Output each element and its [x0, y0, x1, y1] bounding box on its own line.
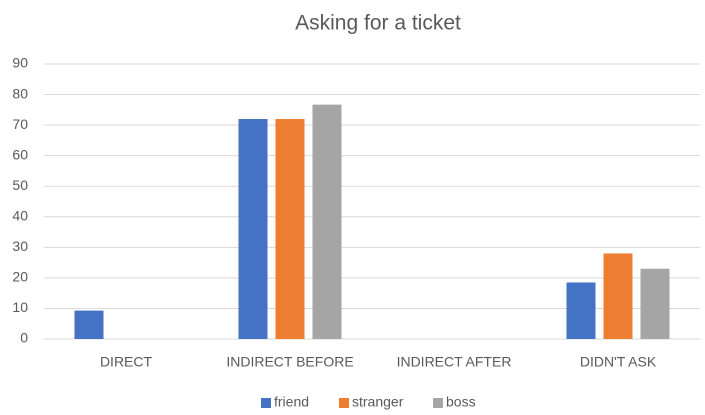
y-tick-label: 80	[12, 85, 28, 101]
y-tick-label: 60	[12, 146, 28, 162]
bar	[74, 310, 104, 339]
y-tick-label: 20	[12, 269, 28, 285]
bar	[312, 104, 342, 339]
y-tick-label: 90	[12, 55, 28, 71]
bar	[566, 282, 596, 339]
legend-label: friend	[274, 394, 309, 410]
legend-swatch	[339, 398, 349, 408]
y-tick-label: 10	[12, 299, 28, 315]
chart-title: Asking for a ticket	[295, 12, 461, 35]
legend-label: boss	[446, 394, 476, 410]
x-tick-label: DIRECT	[100, 354, 153, 370]
bar	[603, 253, 633, 339]
y-tick-label: 70	[12, 116, 28, 132]
legend-swatch	[433, 398, 443, 408]
bar	[275, 119, 305, 339]
x-tick-label: INDIRECT BEFORE	[226, 354, 353, 370]
bar	[640, 268, 670, 339]
y-tick-label: 50	[12, 177, 28, 193]
y-tick-label: 0	[20, 330, 28, 346]
bar	[238, 119, 268, 339]
y-tick-label: 30	[12, 238, 28, 254]
x-tick-label: INDIRECT AFTER	[397, 354, 512, 370]
legend-label: stranger	[352, 394, 404, 410]
y-tick-label: 40	[12, 207, 28, 223]
legend-swatch	[261, 398, 271, 408]
x-tick-label: DIDN'T ASK	[580, 354, 657, 370]
